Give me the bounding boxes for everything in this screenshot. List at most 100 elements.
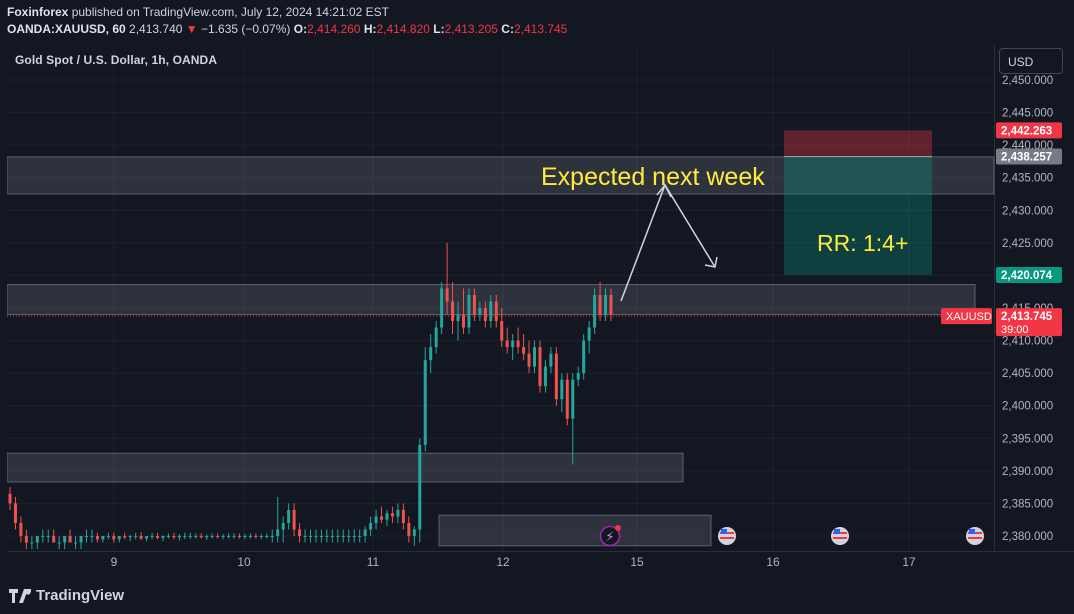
symbol-line: OANDA:XAUUSD, 60 — [7, 22, 126, 36]
candle-body — [68, 536, 72, 543]
candle-body — [243, 536, 247, 537]
chart-area[interactable]: Expected next week RR: 1:4+ ⚡ 2,450.000 2,44… — [7, 45, 1074, 576]
economic-event-icon-stripe — [833, 537, 847, 539]
candle-body — [63, 536, 67, 543]
candle-body — [145, 536, 149, 539]
economic-event-icon-stripe — [720, 537, 734, 539]
candle-body — [166, 536, 170, 537]
currency-button[interactable]: USD — [999, 48, 1063, 74]
candle-body — [128, 536, 132, 538]
candle-body — [429, 347, 433, 361]
candle-body — [123, 536, 127, 538]
x-tick-label: 10 — [237, 555, 251, 569]
candle-body — [57, 542, 61, 544]
change-down-icon: ▼ — [185, 22, 198, 36]
candle-body — [423, 360, 427, 445]
candle-body — [461, 314, 465, 328]
candle-body — [352, 536, 356, 537]
arrow-head-up — [656, 183, 672, 198]
footer: TradingView — [0, 578, 1074, 614]
candle-body — [587, 327, 591, 341]
candle-body — [90, 536, 94, 537]
candle-body — [380, 516, 384, 520]
candle-body — [533, 347, 537, 367]
economic-event-icon-canton — [721, 529, 727, 534]
candle-body — [13, 503, 17, 523]
candle-body — [440, 288, 444, 328]
publish-line: Foxinforex published on TradingView.com,… — [7, 5, 389, 19]
low-label: L: — [433, 22, 445, 36]
stop-loss-box — [784, 130, 932, 157]
candle-body — [106, 536, 110, 537]
price-change: −1.635 (−0.07%) — [201, 22, 291, 36]
candle-body — [554, 353, 558, 400]
lightning-glyph: ⚡ — [605, 530, 614, 545]
y-tick-label: 2,450.000 — [1002, 75, 1053, 87]
high-value: 2,414.820 — [376, 22, 430, 36]
candle-body — [347, 536, 351, 537]
candlestick-chart[interactable]: Expected next week RR: 1:4+ ⚡ 2,450.000 2,44… — [7, 45, 1074, 576]
candle-body — [407, 522, 411, 536]
candle-body — [598, 294, 602, 315]
candle-body — [292, 509, 296, 530]
support-resistance-zone — [7, 452, 684, 483]
candle-body — [314, 536, 318, 537]
candle-body — [161, 536, 165, 538]
y-tick-label: 2,380.000 — [1002, 531, 1053, 543]
ohlc-line: OANDA:XAUUSD, 60 2,413.740 ▼ −1.635 (−0.… — [7, 22, 567, 36]
price-axis-label-text: 2,420.074 — [1001, 270, 1053, 282]
candle-body — [35, 536, 39, 543]
economic-event-icon-canton — [834, 529, 840, 534]
candle-body — [265, 536, 269, 537]
candle-body — [325, 536, 329, 537]
candle-body — [52, 536, 56, 543]
price-axis-label-text: 2,413.745 — [1001, 311, 1053, 323]
candle-body — [341, 536, 345, 537]
candle-body — [46, 536, 50, 537]
candle-body — [336, 536, 340, 537]
candle-body — [522, 347, 526, 354]
high-label: H: — [363, 22, 377, 36]
y-tick-label: 2,390.000 — [1002, 466, 1053, 478]
candle-body — [434, 327, 438, 348]
candle-body — [565, 379, 569, 419]
candle-body — [369, 522, 373, 530]
candle-body — [254, 536, 258, 537]
publisher-name[interactable]: Foxinforex — [7, 5, 69, 19]
candle-body — [303, 536, 307, 537]
x-tick-label: 15 — [630, 555, 644, 569]
candle-body — [270, 536, 274, 537]
x-tick-label: 9 — [111, 555, 118, 569]
price-axis-label — [996, 308, 1062, 337]
candle-body — [494, 301, 498, 322]
candle-body — [467, 294, 471, 328]
brand-name: TradingView — [36, 587, 125, 604]
candle-body — [19, 522, 23, 536]
candle-body — [549, 353, 553, 367]
candle-body — [576, 373, 580, 380]
candle-body — [139, 536, 143, 539]
candle-body — [538, 347, 542, 387]
candle-body — [516, 340, 520, 348]
tradingview-logo[interactable]: TradingView — [9, 587, 124, 604]
y-tick-label: 2,385.000 — [1002, 498, 1053, 510]
support-resistance-zone — [438, 514, 712, 547]
candle-body — [374, 516, 378, 523]
candle-body — [489, 301, 493, 322]
price-axis-label-text: 2,438.257 — [1001, 151, 1052, 163]
candle-body — [609, 294, 613, 315]
candle-body — [8, 493, 12, 504]
candle-body — [227, 536, 231, 537]
candle-body — [505, 340, 509, 348]
support-resistance-zone — [7, 156, 995, 195]
chart-legend-title[interactable]: Gold Spot / U.S. Dollar, 1h, OANDA — [15, 53, 218, 67]
candle-body — [401, 509, 405, 523]
annotation-expected: Expected next week — [541, 163, 765, 191]
candle-body — [259, 536, 263, 537]
candle-body — [117, 536, 121, 540]
y-tick-label: 2,405.000 — [1002, 368, 1053, 380]
candle-body — [527, 353, 531, 367]
candle-body — [478, 308, 482, 315]
candle-body — [24, 536, 28, 543]
candle-body — [511, 340, 515, 348]
